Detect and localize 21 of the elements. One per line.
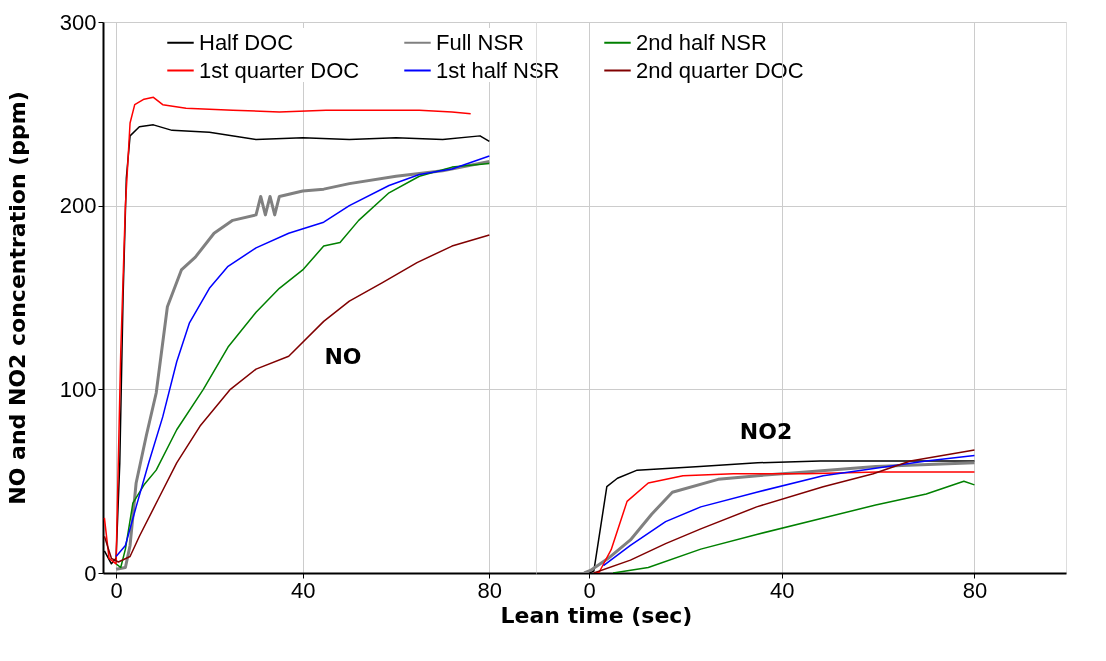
annotation: NO: [324, 344, 362, 369]
legend-label: 1st half NSR: [436, 57, 560, 83]
legend-label: Full NSR: [436, 29, 525, 55]
x-tick-label: 80: [477, 577, 503, 603]
x-axis-title: Lean time (sec): [500, 602, 693, 628]
x-tick-label: 40: [290, 577, 316, 603]
x-tick-label: 40: [769, 577, 795, 603]
y-tick-label: 200: [59, 193, 97, 219]
y-tick-label: 100: [59, 376, 97, 402]
y-tick-label: 300: [59, 9, 97, 35]
x-tick-label: 0: [110, 577, 123, 603]
legend-label: 2nd half NSR: [636, 29, 767, 55]
legend-label: 1st quarter DOC: [199, 57, 360, 83]
annotation: NO2: [739, 419, 793, 444]
line-series: [103, 234, 491, 563]
x-tick-label: 80: [962, 577, 988, 603]
y-tick-label: 0: [84, 560, 97, 586]
y-axis-title: NO and NO2 concentration (ppm): [4, 91, 30, 505]
legend-label: Half DOC: [199, 29, 294, 55]
x-tick-label: 0: [583, 577, 596, 603]
legend-label: 2nd quarter DOC: [636, 57, 804, 83]
